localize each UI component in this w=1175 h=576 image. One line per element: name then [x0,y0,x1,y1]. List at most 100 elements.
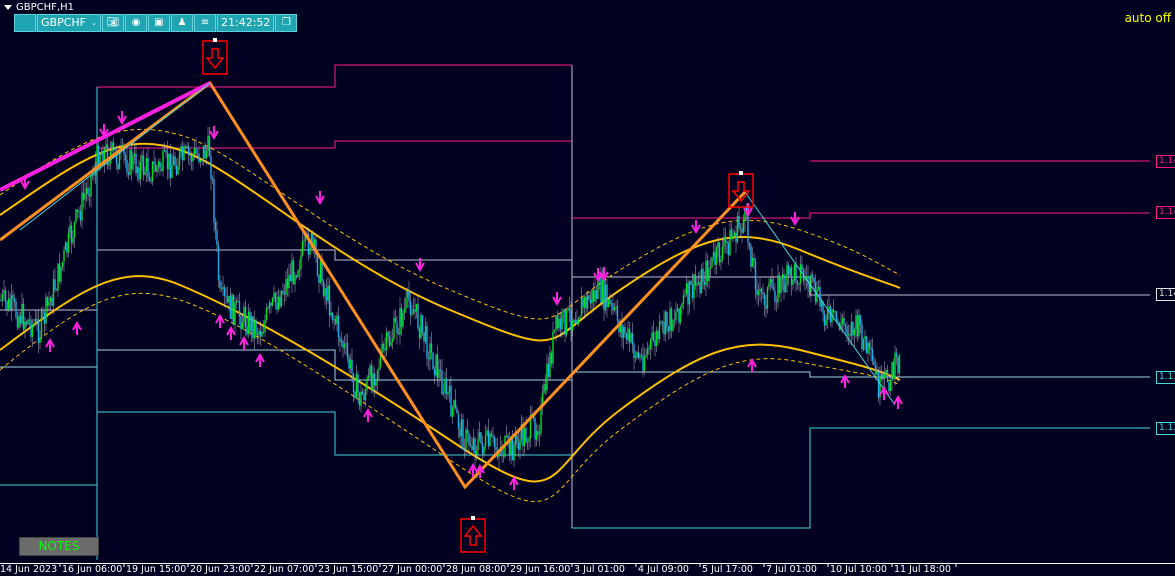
color-swatch-button[interactable] [14,14,36,32]
candle-body [592,289,595,302]
candle-body [852,321,854,336]
bell-icon[interactable]: ♟ [171,14,193,32]
candle-body [895,352,898,357]
candle-body [844,324,847,327]
candle-body [897,356,899,374]
candle-body [568,307,571,311]
candle-body [781,274,784,279]
candle-body [360,391,362,407]
maximize-icon[interactable]: ❐ [275,14,298,32]
candle-body [882,373,884,379]
time-label: 5 Jul 17:00 [702,564,753,575]
candle-body [817,286,820,290]
candle-body [552,331,554,364]
candle-body [733,232,736,236]
candle-body [100,151,103,156]
candle-body [463,449,466,451]
menu-icon[interactable]: ≡ [194,14,216,32]
candle-body [517,442,520,450]
down-arrow-icon [99,124,109,139]
up-arrow-icon [363,407,373,422]
level-line [97,64,572,88]
candle-body [24,321,26,330]
candle-body [648,348,650,350]
candle-body [730,229,733,240]
candle-body [501,446,503,455]
eye-icon[interactable]: ◉ [125,14,147,32]
down-arrow-icon [117,111,127,126]
candle-body [520,423,523,440]
candle-body [153,161,155,165]
price-label: 1.13 [1156,422,1175,435]
candle-body [39,337,41,343]
candle-body [52,279,55,306]
candle-body [375,380,377,386]
candle-body [387,332,389,337]
candle-body [57,263,59,291]
candle-body [492,436,494,438]
candle-body [241,321,244,330]
candle-body [363,394,365,401]
candle-body [420,315,422,339]
candle-body [339,337,341,342]
up-arrow-icon [747,357,757,372]
candle-body [633,344,635,358]
candle-body [630,333,632,343]
candle-body [600,276,602,303]
candle-body [318,275,320,283]
candle-body [624,327,626,334]
camera-icon[interactable]: 📷︎ [102,14,124,32]
candle-body [328,285,331,316]
candle-body [301,241,304,256]
candle-body [346,343,349,358]
candle-body [865,336,868,354]
auto-status[interactable]: auto off [1124,11,1171,25]
candle-body [477,438,479,451]
candle-body [0,300,2,301]
candle-body [82,192,85,200]
candle-body [534,418,536,440]
candle-body [84,193,86,200]
candle-body [885,369,887,373]
candle-body [438,369,440,379]
candle-body [742,221,745,233]
candle-body [706,260,709,282]
candle-body [159,161,161,169]
candle-body [811,274,814,278]
candle-body [76,209,79,212]
notes-button[interactable]: NOTES [19,537,99,556]
candle-body [537,430,539,435]
down-arrow-icon [20,176,30,191]
candle-body [702,268,704,282]
candle-body [475,450,478,455]
candle-body [753,257,755,262]
candle-body [453,400,455,408]
candle-body [862,339,865,350]
collapse-triangle-icon[interactable] [4,4,12,10]
candle-body [309,247,311,255]
time-label: 4 Jul 09:00 [638,564,689,575]
candle-body [643,356,646,371]
candle-body [183,146,185,161]
candle-body [724,236,727,242]
candle-body [193,147,196,155]
calendar-icon[interactable]: ▣ [148,14,170,32]
candle-body [886,369,889,382]
candle-body [6,301,8,310]
candle-body [657,331,659,339]
candle-body [255,320,257,335]
candle-body [660,321,662,323]
candle-body [30,319,32,337]
zigzag-line [0,80,747,490]
candle-body [685,283,688,295]
candle-body [622,327,625,339]
symbol-select[interactable]: GBPCHF ⌄ [37,14,101,32]
candle-body [34,318,37,325]
moving-average-line [0,128,901,320]
candle-body [27,319,29,325]
candle-body [357,374,359,393]
candle-body [769,279,772,284]
candle-body [180,146,182,153]
